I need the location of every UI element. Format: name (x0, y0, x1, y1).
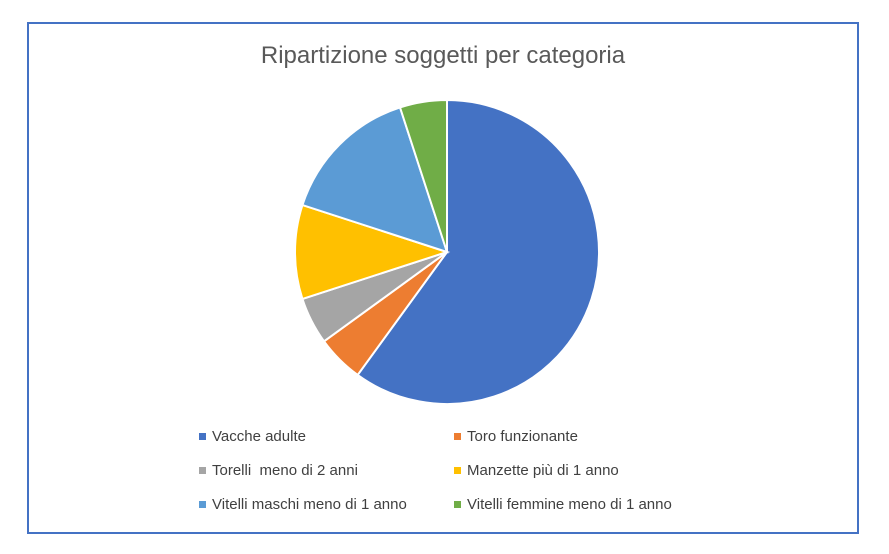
legend-label: Vacche adulte (212, 428, 306, 445)
pie-chart (293, 98, 600, 405)
legend-item-6: Vitelli femmine meno di 1 anno (454, 496, 672, 513)
chart-title: Ripartizione soggetti per categoria (260, 42, 626, 69)
legend-item-2: Toro funzionante (454, 428, 578, 445)
legend-swatch (454, 433, 461, 440)
legend-swatch (454, 467, 461, 474)
pie-slice-4 (293, 203, 451, 301)
legend-swatch (199, 433, 206, 440)
legend-label: Manzette più di 1 anno (467, 462, 619, 479)
pie-slice-6 (398, 98, 448, 253)
legend-item-1: Vacche adulte (199, 428, 306, 445)
legend-swatch (454, 501, 461, 508)
legend-label: Vitelli maschi meno di 1 anno (212, 496, 407, 513)
legend-label: Vitelli femmine meno di 1 anno (467, 496, 672, 513)
legend-item-5: Vitelli maschi meno di 1 anno (199, 496, 407, 513)
pie-slice-1 (356, 98, 600, 405)
legend-swatch (199, 501, 206, 508)
chart-frame: Ripartizione soggetti per categoria Vacc… (27, 22, 859, 534)
legend-item-4: Manzette più di 1 anno (454, 462, 619, 479)
legend-item-3: Torelli meno di 2 anni (199, 462, 358, 479)
legend-swatch (199, 467, 206, 474)
legend-label: Toro funzionante (467, 428, 578, 445)
legend-label: Torelli meno di 2 anni (212, 462, 358, 479)
